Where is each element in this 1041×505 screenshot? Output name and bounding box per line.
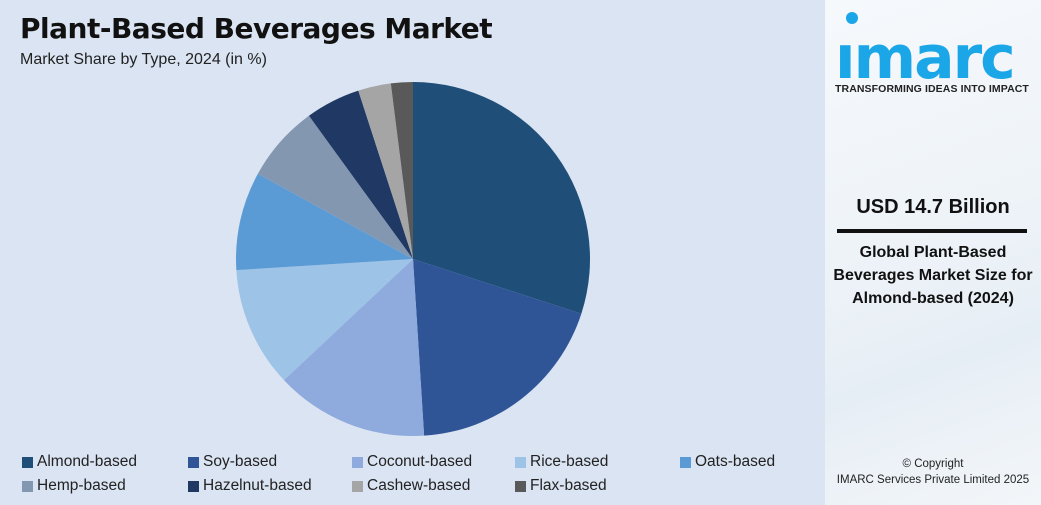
legend-swatch: [680, 456, 691, 468]
pie-slice-cashew-based: [358, 83, 413, 260]
legend-label: Almond-based: [37, 453, 137, 470]
legend-item: Soy-based: [188, 453, 277, 471]
legend-label: Hazelnut-based: [203, 477, 312, 494]
pie-slice-hemp-based: [257, 115, 413, 260]
legend-label: Hemp-based: [37, 477, 126, 494]
legend-swatch: [188, 480, 199, 492]
pie-slice-rice-based: [236, 259, 413, 381]
svg-text:ımarc: ımarc: [835, 23, 1014, 82]
legend-item: Oats-based: [680, 453, 775, 471]
legend-swatch: [22, 456, 33, 468]
legend-item: Almond-based: [22, 453, 137, 471]
market-value: USD 14.7 Billion: [856, 196, 1010, 218]
legend-label: Oats-based: [695, 453, 776, 470]
pie-chart: [236, 82, 590, 436]
legend-label: Soy-based: [203, 453, 278, 470]
legend-swatch: [188, 456, 199, 468]
pie-slice-almond-based: [413, 82, 590, 314]
legend-label: Rice-based: [530, 453, 609, 470]
legend-item: Rice-based: [515, 453, 608, 471]
legend-swatch: [515, 480, 526, 492]
legend-item: Hemp-based: [22, 477, 126, 495]
legend-label: Coconut-based: [367, 453, 473, 470]
legend-label: Flax-based: [530, 477, 607, 494]
legend-swatch: [352, 480, 363, 492]
divider: [837, 229, 1027, 233]
legend-item: Flax-based: [515, 477, 607, 495]
legend-label: Cashew-based: [367, 477, 471, 494]
imarc-logo: ımarc: [835, 12, 1016, 82]
chart-title: Plant-Based Beverages Market: [20, 12, 493, 45]
copyright-line1: © Copyright: [902, 458, 964, 470]
legend-item: Hazelnut-based: [188, 477, 312, 495]
chart-subtitle: Market Share by Type, 2024 (in %): [20, 51, 267, 68]
pie-slice-soy-based: [413, 259, 582, 436]
copyright: © Copyright IMARC Services Private Limit…: [825, 456, 1041, 488]
tagline: TRANSFORMING IDEAS INTO IMPACT: [835, 83, 1029, 95]
chart-area: Plant-Based Beverages Market Market Shar…: [20, 12, 776, 495]
legend-item: Coconut-based: [352, 453, 472, 471]
pie-slice-coconut-based: [283, 259, 425, 436]
pie-slice-oats-based: [236, 173, 413, 271]
pie-slice-hazelnut-based: [308, 90, 413, 259]
copyright-line2: IMARC Services Private Limited 2025: [836, 474, 1030, 486]
legend-swatch: [352, 456, 363, 468]
market-description: Global Plant-Based Beverages Market Size…: [833, 244, 1033, 307]
legend-swatch: [22, 480, 33, 492]
pie-slice-flax-based: [390, 82, 413, 259]
info-panel: ımarc TRANSFORMING IDEAS INTO IMPACT USD…: [825, 0, 1041, 505]
legend-swatch: [515, 456, 526, 468]
legend-item: Cashew-based: [352, 477, 470, 495]
